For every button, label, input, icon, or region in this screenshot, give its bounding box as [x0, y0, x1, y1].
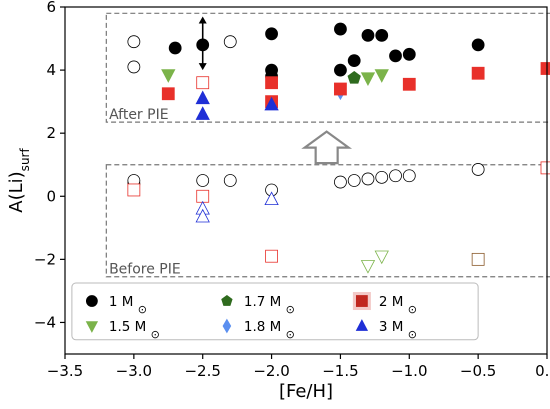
y-tick-label: 4 [46, 61, 56, 79]
x-axis-label: [Fe/H] [279, 381, 333, 402]
point-1-before [389, 169, 402, 183]
y-tick-label: 2 [46, 124, 56, 142]
point-1-after [389, 49, 402, 63]
point-2-before [540, 161, 550, 175]
point-2-before [265, 249, 278, 263]
point-1-after [127, 35, 141, 49]
point-2-before [471, 252, 485, 266]
point-1-after [265, 27, 278, 41]
data-points [127, 16, 550, 274]
x-tick-label: −3.0 [116, 362, 152, 380]
point-2-before [196, 189, 210, 203]
legend-marker-1.5 [85, 321, 99, 333]
y-axis-label-sub: surf [18, 148, 32, 172]
legend-label-1: 1 M ⊙ [109, 294, 147, 316]
point-1-after [375, 28, 389, 42]
point-3-after [264, 96, 279, 111]
point-1-before [375, 170, 389, 184]
point-1-before [347, 174, 361, 187]
point-1.5-after [161, 69, 176, 83]
x-tick-label: −2.0 [253, 362, 289, 380]
point-2-after [161, 87, 175, 101]
point-1-after [223, 35, 237, 49]
pie-transition-arrow [301, 130, 353, 165]
point-3-after [195, 106, 210, 120]
legend-box [71, 282, 479, 341]
after-pie-label: After PIE [109, 107, 169, 123]
point-2-after [402, 77, 416, 91]
point-1.5-before [374, 250, 389, 265]
point-1-before [402, 169, 416, 183]
point-1-before [471, 163, 485, 176]
point-2-after [334, 82, 347, 96]
range-arrow-head-up [198, 16, 207, 24]
point-1-after [334, 22, 347, 36]
point-1-after [402, 47, 416, 61]
point-1.5-before [360, 260, 376, 274]
legend-label-1.7: 1.7 M ⊙ [244, 294, 295, 316]
before-pie-label: Before PIE [109, 262, 181, 278]
point-2-before [127, 183, 141, 197]
point-1-before [223, 174, 237, 187]
point-1-before [196, 174, 210, 187]
point-1-before [361, 172, 375, 186]
legend-marker-1.7 [221, 295, 233, 306]
x-tick-label: −3.5 [47, 362, 83, 380]
range-arrow-head-down [198, 63, 207, 71]
point-3-before [264, 191, 279, 206]
point-1-after [471, 38, 485, 52]
point-3-after [195, 90, 210, 105]
point-1-after [168, 41, 182, 55]
point-1-after [347, 54, 361, 68]
point-1-after [334, 63, 347, 77]
y-tick-label: 6 [46, 0, 56, 16]
point-3-before [195, 208, 210, 223]
y-tick-label: −4 [34, 313, 56, 331]
x-tick-label: −2.5 [184, 362, 220, 380]
legend-marker-1 [85, 295, 98, 307]
point-1-after [361, 28, 375, 42]
y-axis-label-main: A(Li) [6, 171, 27, 212]
point-2-after [196, 76, 210, 90]
point-1.5-after [374, 69, 389, 83]
legend-marker-3 [355, 319, 369, 331]
x-tick-label: −1.0 [391, 362, 427, 380]
legend-marker-1.8 [222, 318, 232, 334]
legend-label-1.5: 1.5 M ⊙ [109, 319, 160, 341]
point-1-after [127, 60, 141, 74]
x-tick-label: −1.5 [322, 362, 358, 380]
hollow-arrow-shape [301, 130, 353, 165]
x-tick-label: −0.5 [460, 362, 496, 380]
y-axis-label: A(Li)surf [6, 148, 32, 213]
legend-label-3: 3 M ⊙ [379, 319, 417, 341]
legend-marker-2 [355, 295, 368, 307]
point-2-after [265, 76, 278, 90]
y-tick-label: 0 [46, 187, 56, 205]
point-1.5-after [360, 72, 376, 86]
point-1-before [334, 175, 347, 189]
before-pie-box [105, 164, 550, 278]
x-tick-label: 0.0 [535, 362, 550, 380]
y-tick-label: −2 [34, 250, 56, 268]
point-1.7-after [347, 71, 361, 84]
region-boxes [105, 12, 550, 278]
plot-frame [64, 6, 548, 355]
point-2-after [540, 62, 550, 75]
after-pie-box [105, 12, 550, 123]
axes [60, 6, 548, 359]
legend-label-1.8: 1.8 M ⊙ [244, 319, 295, 341]
point-2-after [471, 66, 485, 80]
legend-label-2: 2 M ⊙ [379, 294, 417, 316]
tick-labels: −3.5 −3.0 −2.5 −2.0 −1.5 −1.0 −0.5 0.0 6 4 2 0 −2 −4 [34, 0, 550, 380]
legend: 1 M ⊙ 1.7 M ⊙ 2 M ⊙ 1.5 M ⊙ 1.8 M ⊙ 3 M ⊙ [71, 282, 479, 341]
